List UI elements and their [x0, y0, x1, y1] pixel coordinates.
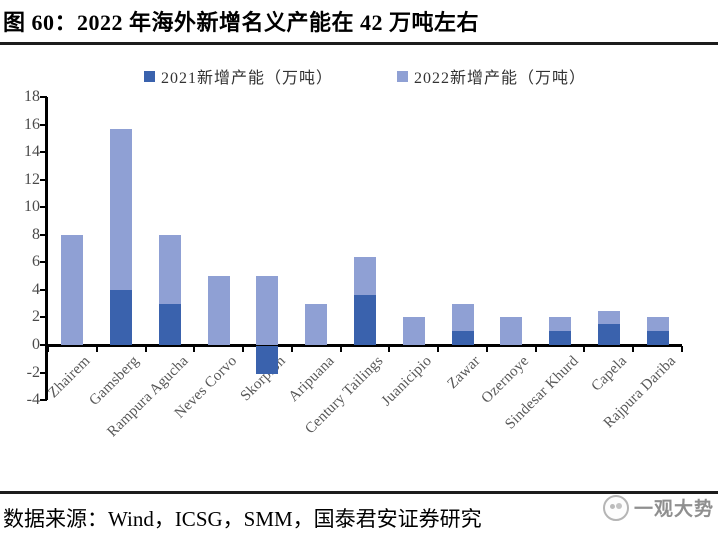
chart-legend: 2021新增产能（万吨） 2022新增产能（万吨）	[48, 64, 682, 88]
x-axis-tick-mark	[144, 346, 147, 352]
x-axis-category-label: Capela	[588, 353, 631, 395]
bar-2021-gamsberg	[110, 289, 133, 345]
y-axis-tick-label: 6	[32, 253, 40, 271]
y-axis-tick-label: -4	[26, 391, 40, 409]
y-axis-tick-mark	[40, 261, 47, 264]
x-axis-line	[45, 344, 682, 347]
x-axis-category-label: Juanicipio	[378, 353, 436, 410]
legend-label-2022: 2022新增产能（万吨）	[414, 70, 587, 87]
y-axis-tick-mark	[40, 151, 47, 154]
title-divider-line	[0, 42, 718, 45]
legend-item-2021: 2021新增产能（万吨）	[143, 64, 333, 88]
x-axis-category-label: Zawar	[444, 353, 484, 393]
y-axis-tick-label: 10	[24, 198, 40, 216]
y-axis-tick-label: 8	[32, 225, 40, 243]
y-axis-tick-label: 16	[24, 115, 40, 133]
x-axis-tick-mark	[534, 346, 537, 352]
bar-2022-zhairem	[61, 234, 84, 345]
y-axis-tick-label: 18	[24, 88, 40, 105]
y-axis-tick-label: 0	[32, 336, 40, 353]
y-axis-tick-mark	[40, 96, 47, 98]
legend-item-2022: 2022新增产能（万吨）	[397, 64, 586, 88]
y-axis-tick-mark	[40, 233, 47, 236]
bar-2021-skorpion	[256, 346, 279, 374]
y-axis-tick-label: 12	[24, 170, 40, 188]
watermark-text: 一观大势	[633, 499, 714, 520]
y-axis-line	[45, 97, 48, 401]
bar-2022-neves-corvo	[207, 276, 230, 345]
bar-2022-ozernoye	[500, 317, 523, 345]
footer-divider-line	[0, 491, 718, 494]
bar-2021-zawar	[451, 331, 474, 345]
bar-2021-century-tailings	[354, 295, 376, 345]
x-axis-tick-mark	[681, 346, 683, 352]
y-axis-tick-label: 14	[24, 143, 40, 161]
x-axis-tick-mark	[290, 346, 293, 352]
legend-swatch-2022	[397, 70, 408, 82]
x-axis-tick-mark	[388, 346, 391, 352]
x-axis-tick-mark	[193, 346, 196, 352]
y-axis-tick-mark	[40, 371, 47, 374]
y-axis-tick-mark	[40, 178, 47, 181]
x-axis-tick-mark	[47, 346, 49, 352]
bar-2022-skorpion	[256, 276, 279, 345]
bar-2022-aripuana	[305, 303, 328, 345]
x-axis-tick-mark	[339, 346, 342, 352]
y-axis-tick-mark	[40, 316, 47, 319]
bar-2021-rajpura-dariba	[646, 331, 669, 345]
bar-2021-rampura-agucha	[158, 303, 181, 345]
data-source-text: 数据来源：Wind，ICSG，SMM，国泰君安证券研究	[3, 507, 482, 531]
x-axis-tick-mark	[242, 346, 245, 352]
x-axis-tick-mark	[485, 346, 488, 352]
bar-2021-sindesar-khurd	[549, 331, 572, 345]
bar-2021-capela	[597, 324, 620, 345]
y-axis-tick-mark	[40, 344, 47, 346]
x-axis-tick-mark	[583, 346, 586, 352]
y-axis-tick-mark	[40, 123, 47, 126]
y-axis-tick-label: -2	[26, 363, 40, 381]
y-axis-tick-mark	[40, 206, 47, 209]
legend-swatch-2021	[143, 70, 155, 82]
watermark-logo-icon	[602, 494, 629, 521]
y-axis-tick-label: 4	[32, 280, 40, 298]
y-axis-tick-label: 2	[32, 308, 40, 326]
x-axis-tick-mark	[632, 346, 635, 352]
y-axis-tick-mark	[40, 399, 47, 402]
y-axis-tick-mark	[40, 288, 47, 291]
watermark: 一观大势	[602, 494, 714, 521]
x-axis-category-label: Zhairem	[45, 353, 94, 402]
figure-title: 图 60：2022 年海外新增名义产能在 42 万吨左右	[3, 10, 480, 35]
x-axis-tick-mark	[95, 346, 98, 352]
bar-2022-juanicipio	[402, 317, 425, 345]
legend-label-2021: 2021新增产能（万吨）	[160, 70, 333, 87]
x-axis-tick-mark	[437, 346, 440, 352]
